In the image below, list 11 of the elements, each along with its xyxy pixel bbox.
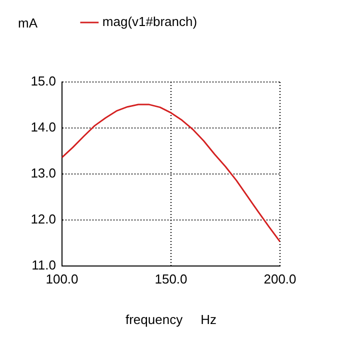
x-tick-label: 100.0 xyxy=(46,271,78,286)
x-tick-label: 150.0 xyxy=(154,271,188,286)
y-tick-label: 12.0 xyxy=(30,212,56,227)
x-axis-title: frequency Hz xyxy=(125,312,217,327)
y-tick-label: 15.0 xyxy=(30,74,56,89)
y-tick-label: 11.0 xyxy=(32,258,56,273)
y-axis-title: mA xyxy=(18,16,38,31)
x-tick-label: 200.0 xyxy=(264,271,296,286)
y-tick-label: 13.0 xyxy=(30,166,56,181)
legend-label: mag(v1#branch) xyxy=(102,14,198,30)
y-tick-label: 14.0 xyxy=(30,120,56,135)
